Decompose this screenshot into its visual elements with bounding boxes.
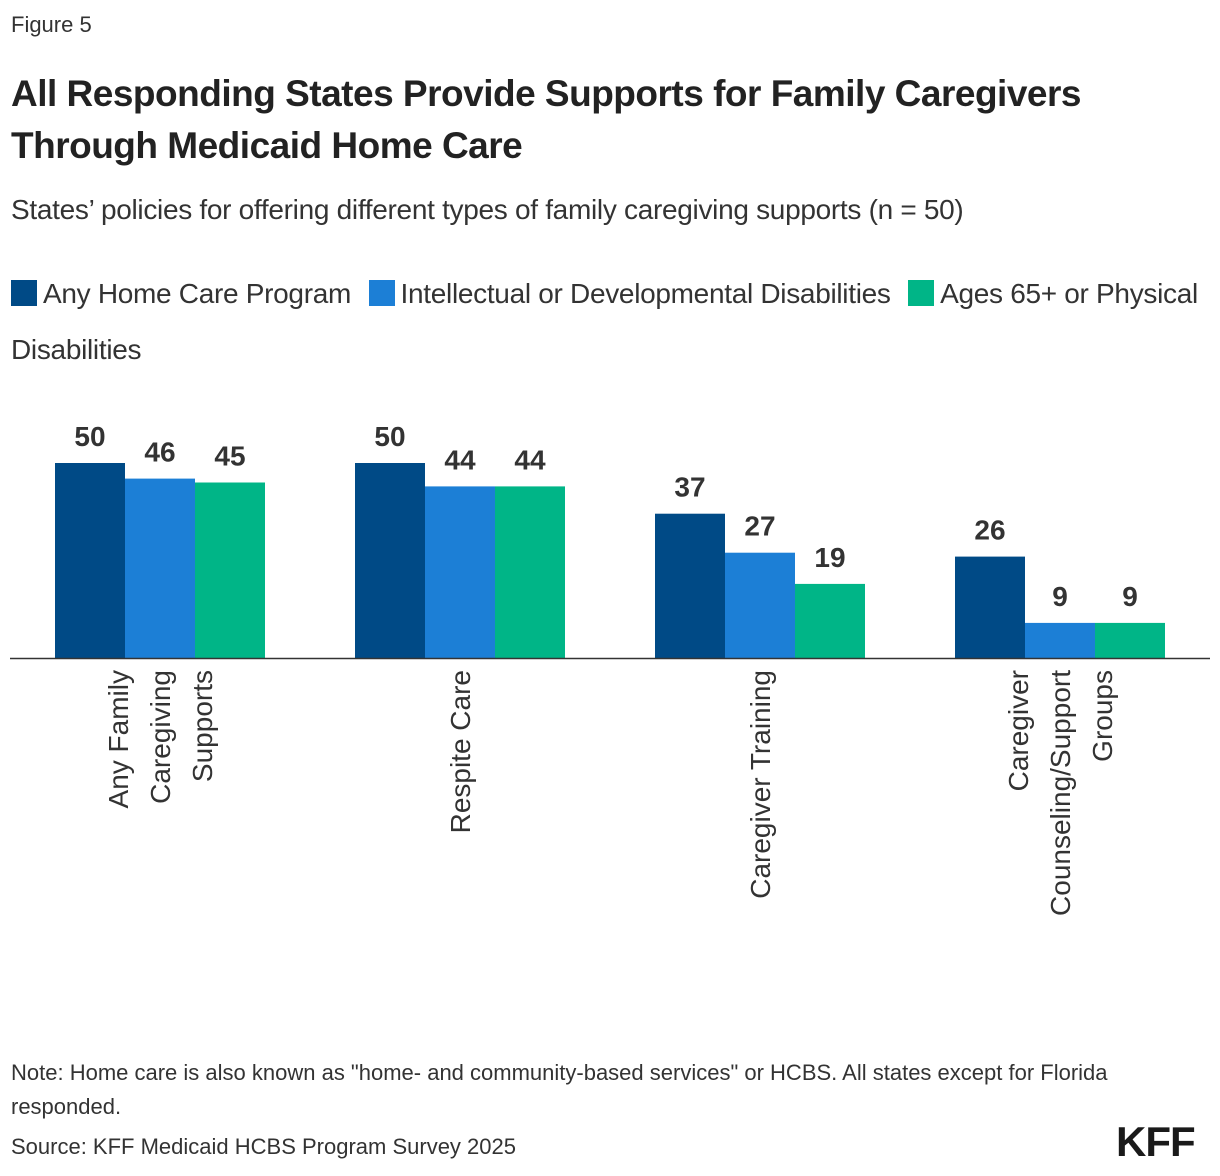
data-label: 26 [974, 515, 1005, 546]
chart-source: Source: KFF Medicaid HCBS Program Survey… [11, 1134, 516, 1159]
legend-item-any-home-care: Any Home Care Program [11, 278, 351, 309]
data-label: 45 [214, 441, 245, 472]
data-label: 9 [1122, 581, 1138, 612]
legend-item-ages-65: Ages 65+ or Physical Disabilities [11, 278, 1198, 365]
legend-item-idd: Intellectual or Developmental Disabiliti… [368, 278, 891, 309]
x-tick-label: Counseling/Support [1045, 670, 1076, 916]
x-tick-label: Respite Care [445, 670, 476, 833]
legend-swatch [368, 280, 395, 306]
x-tick-label: Supports [187, 670, 218, 782]
data-label: 37 [674, 472, 705, 503]
bar [1095, 622, 1165, 658]
data-label: 46 [144, 437, 175, 468]
bar [425, 486, 495, 658]
legend-swatch [908, 280, 935, 306]
legend: Any Home Care Program Intellectual or De… [11, 266, 1211, 378]
bar [1025, 622, 1095, 658]
kff-logo: KFF [1116, 1118, 1196, 1165]
data-label: 19 [814, 542, 845, 573]
data-label: 27 [744, 511, 775, 542]
x-tick-label: Groups [1087, 670, 1118, 762]
legend-label: Intellectual or Developmental Disabiliti… [400, 278, 891, 309]
bar [955, 556, 1025, 658]
bar [655, 513, 725, 658]
data-label: 50 [74, 421, 105, 452]
legend-swatch [11, 280, 37, 306]
figure-label: Figure 5 [11, 12, 92, 37]
x-tick-label: Caregiving [145, 670, 176, 804]
legend-label: Ages 65+ or Physical Disabilities [11, 278, 1198, 365]
legend-label: Any Home Care Program [43, 278, 352, 309]
bar [725, 552, 795, 658]
bar [195, 482, 265, 658]
data-label: 50 [374, 421, 405, 452]
chart-note: Note: Home care is also known as "home- … [11, 1060, 1108, 1119]
bar [125, 478, 195, 658]
chart-subtitle: States’ policies for offering different … [11, 194, 964, 225]
bar [355, 463, 425, 658]
chart-title: All Responding States Provide Supports f… [11, 73, 1081, 166]
bar [495, 486, 565, 658]
bar [795, 583, 865, 658]
data-label: 44 [444, 444, 476, 475]
data-label: 44 [514, 444, 546, 475]
data-label: 9 [1052, 581, 1068, 612]
x-tick-label: Caregiver [1003, 670, 1034, 791]
x-tick-label: Any Family [103, 670, 134, 808]
x-tick-label: Caregiver Training [745, 670, 776, 899]
bar [55, 463, 125, 658]
